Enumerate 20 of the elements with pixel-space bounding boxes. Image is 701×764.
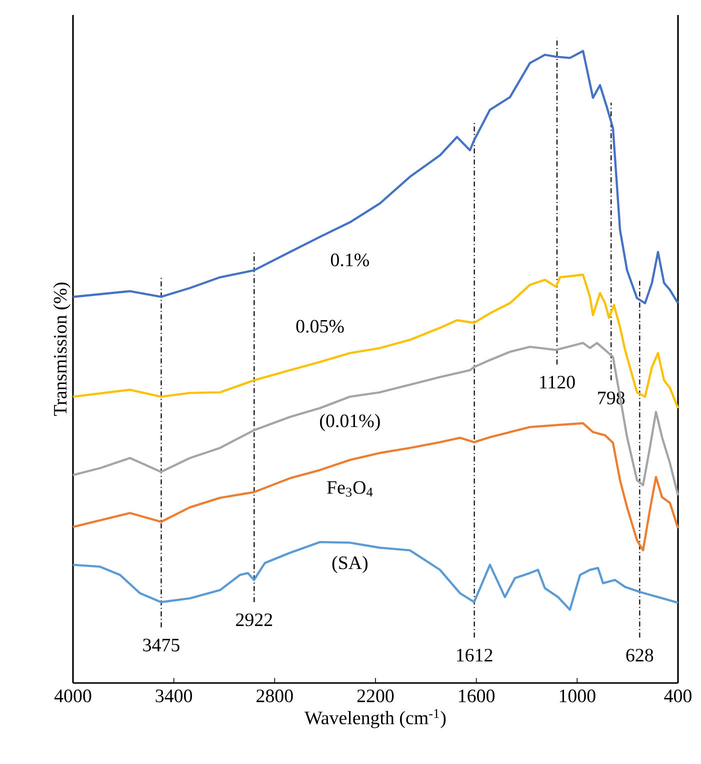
- x-tick-label: 2800: [256, 690, 293, 702]
- ref-line-label: 1120: [540, 376, 575, 389]
- x-tick-label: 4000: [54, 690, 92, 702]
- ref-line-label: 628: [626, 648, 654, 662]
- ref-line-label: 1612: [457, 648, 492, 662]
- x-tick-label: 2200: [357, 690, 394, 702]
- y-axis-title: Transmission (%): [53, 282, 70, 416]
- series-label: Fe$_{3}$O$_{4}$: [327, 481, 373, 497]
- series-label: (0.01%): [320, 414, 380, 432]
- x-tick-label: 1000: [560, 690, 596, 702]
- x-tick-label: 3400: [156, 690, 192, 702]
- ref-line-label: 798: [598, 392, 625, 404]
- series-label: 0.1%: [330, 253, 370, 266]
- x-axis-title: Wavelength (cm$^{-1}$): [304, 709, 446, 728]
- series-label: 0.05%: [296, 320, 344, 333]
- x-tick-label: 400: [664, 690, 692, 702]
- series-label: (SA): [332, 556, 368, 574]
- x-tick-label: 1600: [459, 690, 495, 702]
- ref-line-label: 3475: [143, 638, 180, 652]
- ref-line-label: 2922: [236, 613, 272, 626]
